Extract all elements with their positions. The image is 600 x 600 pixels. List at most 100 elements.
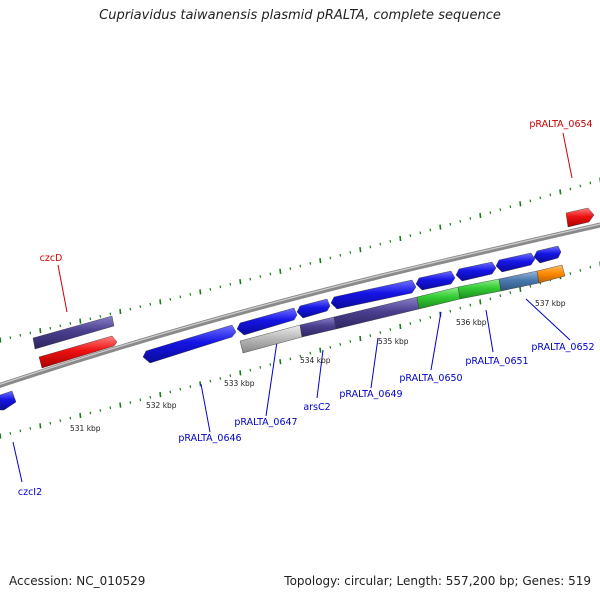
- upper-tick: [309, 261, 312, 265]
- leader-line-pRALTA_0649: [370, 337, 379, 389]
- lower-tick: [19, 429, 22, 433]
- lower-tick: [379, 331, 382, 334]
- upper-tick: [499, 208, 502, 212]
- upper-tick: [19, 333, 22, 337]
- upper-tick: [579, 184, 582, 188]
- lower-tick: [39, 423, 42, 429]
- scale-label-533: 533 kbp: [224, 379, 255, 388]
- genome-stats-text: Topology: circular; Length: 557,200 bp; …: [284, 574, 591, 588]
- gene-label-pRALTA_0652: pRALTA_0652: [531, 342, 594, 353]
- upper-tick: [209, 287, 212, 291]
- lower-tick: [229, 374, 232, 378]
- upper-tick: [59, 324, 62, 328]
- lower-tick: [469, 303, 472, 307]
- gene-czcI2: [0, 390, 17, 411]
- lower-tick: [179, 387, 182, 391]
- lower-tick: [109, 406, 112, 410]
- upper-tick: [399, 235, 402, 242]
- upper-tick: [459, 219, 462, 223]
- upper-tick: [519, 201, 522, 207]
- lower-tick: [449, 309, 452, 313]
- upper-tick: [479, 212, 482, 219]
- upper-tick: [439, 224, 442, 230]
- lower-tick: [69, 416, 72, 420]
- upper-tick: [69, 322, 72, 325]
- plasmid-backbone: [0, 222, 600, 388]
- lower-tick: [209, 379, 212, 383]
- upper-tick: [529, 199, 532, 203]
- leader-line-pRALTA_0652: [525, 298, 571, 341]
- upper-tick: [219, 285, 222, 289]
- lower-tick: [199, 381, 202, 387]
- gene-label-czcD: czcD: [40, 253, 63, 264]
- band-genes-upper: [142, 245, 562, 364]
- lower-tick: [239, 370, 242, 376]
- upper-tick: [419, 231, 422, 235]
- gene-label-pRALTA_0651: pRALTA_0651: [465, 356, 528, 367]
- lower-tick: [249, 368, 252, 372]
- lower-tick: [529, 284, 532, 288]
- upper-tick: [239, 279, 242, 285]
- lower-tick: [89, 411, 92, 415]
- lower-tick: [159, 392, 162, 398]
- lower-tick: [399, 323, 402, 330]
- lower-tick: [119, 402, 122, 408]
- map-title: Cupriavidus taiwanensis plasmid pRALTA, …: [99, 8, 501, 23]
- leader-line-pRALTA_0654: [562, 132, 573, 179]
- gene-pRALTA_0650: [415, 270, 456, 291]
- leader-line-czcD: [57, 264, 68, 313]
- upper-tick: [169, 297, 172, 301]
- upper-tick: [39, 328, 42, 334]
- lower-tick: [289, 357, 292, 361]
- lower-tick: [299, 354, 302, 358]
- lower-tick: [79, 412, 82, 419]
- upper-tick: [189, 292, 192, 296]
- gene-label-pRALTA_0647: pRALTA_0647: [234, 417, 297, 428]
- scale-label-536: 536 kbp: [456, 318, 487, 327]
- upper-tick: [349, 251, 352, 254]
- upper-tick: [269, 272, 272, 276]
- lower-tick: [389, 328, 392, 331]
- upper-tick: [369, 245, 372, 249]
- upper-tick: [259, 275, 262, 278]
- upper-tick: [559, 189, 562, 195]
- lower-tick: [589, 265, 592, 269]
- upper-tick: [589, 181, 592, 185]
- gene-pRALTA_0646: [142, 324, 237, 364]
- gene-czcD-lower: [38, 335, 118, 369]
- upper-tick: [469, 217, 472, 220]
- scale-label-532: 532 kbp: [146, 401, 177, 410]
- upper-tick: [329, 256, 332, 260]
- lower-tick: [519, 286, 522, 292]
- lower-tick: [329, 345, 332, 349]
- plasmid-backbone-highlight: [0, 223, 600, 385]
- gene-label-pRALTA_0649: pRALTA_0649: [339, 389, 402, 400]
- upper-tick: [199, 289, 202, 295]
- lower-tick: [509, 291, 512, 294]
- gene-pRALTA_0651: [455, 261, 497, 282]
- lower-tick: [269, 363, 272, 366]
- scale-label-534: 534 kbp: [300, 356, 331, 365]
- lower-tick: [429, 315, 432, 319]
- gene-label-pRALTA_0646: pRALTA_0646: [178, 433, 241, 444]
- upper-tick: [109, 312, 112, 316]
- lower-tick: [499, 294, 502, 298]
- upper-tick: [139, 305, 142, 309]
- leader-line-pRALTA_0651: [485, 309, 494, 353]
- upper-tick: [539, 196, 542, 200]
- gene-green-b: [457, 278, 502, 300]
- scale-label-531: 531 kbp: [70, 424, 101, 433]
- lower-tick: [349, 340, 352, 343]
- upper-tick: [509, 205, 512, 209]
- lower-tick: [489, 297, 492, 301]
- upper-tick: [549, 193, 552, 197]
- upper-tick: [249, 277, 252, 281]
- gene-label-czcI2: czcI2: [18, 487, 42, 498]
- lower-tick: [99, 408, 102, 412]
- upper-tick: [339, 253, 342, 257]
- upper-tick: [569, 187, 572, 191]
- lower-tick: [219, 377, 222, 380]
- upper-tick: [379, 242, 382, 246]
- lower-tick: [419, 319, 422, 322]
